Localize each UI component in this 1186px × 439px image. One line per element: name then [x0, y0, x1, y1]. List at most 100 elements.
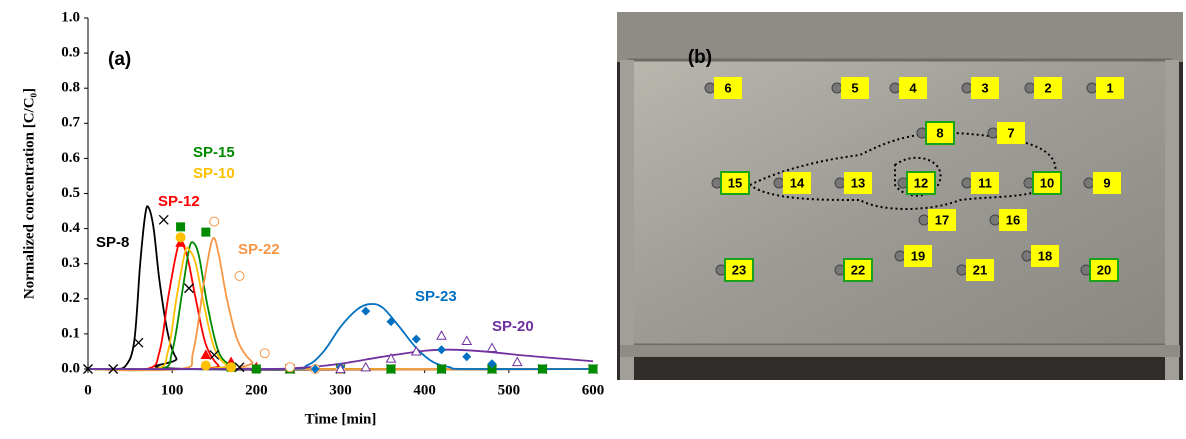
data-point [386, 317, 396, 327]
data-point [335, 363, 346, 374]
frame-leg [620, 60, 634, 380]
data-point [176, 222, 186, 232]
data-point [201, 227, 211, 237]
bolt [894, 250, 906, 262]
data-point [184, 283, 194, 294]
data-point [410, 345, 422, 356]
data-point [285, 362, 295, 373]
data-point [436, 330, 447, 340]
y-tick-label: 0.8 [61, 80, 80, 96]
data-point [386, 364, 396, 374]
port-label: 19 [911, 248, 925, 263]
data-point [360, 361, 372, 372]
bolt [918, 214, 930, 226]
data-point [259, 348, 270, 359]
bolt [773, 177, 785, 189]
data-point [486, 342, 498, 353]
port-box [844, 172, 872, 194]
port-label: 1 [1106, 80, 1113, 95]
data-point [175, 232, 186, 243]
model-curve [87, 237, 594, 372]
data-point [133, 337, 144, 348]
bolt [1083, 177, 1095, 189]
port-box [1093, 172, 1121, 194]
data-point [511, 356, 523, 367]
chart: 0.0 0.1 0.2 0.3 0.4 0.5 0.6 0.7 0.8 0.9 1.0 0 100 200… [21, 9, 604, 427]
port-label: 16 [1006, 212, 1020, 227]
port-box [925, 121, 955, 145]
bolt [834, 177, 846, 189]
port-box [1096, 77, 1124, 99]
x-tick-label: 300 [329, 382, 352, 398]
port-label: 10 [1040, 175, 1054, 190]
bolt [889, 82, 901, 94]
port-box [720, 171, 750, 195]
plume-outline [894, 156, 942, 197]
y-tick-label: 0.0 [61, 360, 80, 376]
frame-top [617, 12, 1183, 62]
data-point [385, 352, 397, 363]
port-box [966, 259, 994, 281]
y-tick-label: 0.4 [61, 220, 80, 236]
data-point [588, 364, 598, 374]
y-tick-label: 0.7 [61, 115, 80, 131]
port-box [841, 77, 869, 99]
port-box [1089, 258, 1119, 282]
data-point [108, 364, 119, 374]
port-label: 21 [973, 262, 987, 277]
series-label: SP-20 [492, 318, 534, 335]
bolt [831, 82, 843, 94]
bolt [1086, 82, 1098, 94]
port-label: 15 [728, 175, 742, 190]
data-point [437, 345, 446, 355]
data-point [200, 360, 211, 371]
port-label: 12 [914, 175, 928, 190]
port-label: 2 [1044, 80, 1051, 95]
x-axis-title: Time [min] [305, 411, 377, 427]
port-label: 11 [978, 175, 992, 190]
port-label: 14 [790, 175, 805, 190]
model-curve [87, 205, 594, 371]
series-label: SP-8 [96, 234, 129, 251]
series-label: SP-22 [238, 241, 280, 258]
data-point [234, 270, 245, 281]
y-tick-label: 0.3 [61, 255, 80, 271]
bolt [989, 214, 1001, 226]
data-point [226, 362, 237, 373]
port-label: 18 [1038, 248, 1052, 263]
x-tick-label: 200 [245, 382, 268, 398]
port-box [714, 77, 742, 99]
y-tick-label: 0.5 [61, 185, 80, 201]
data-point [83, 364, 93, 374]
series-label: SP-23 [415, 288, 457, 305]
bolt [987, 127, 999, 139]
x-tick-label: 600 [582, 382, 605, 398]
port-box [928, 209, 956, 231]
plate [628, 58, 1172, 347]
bolt [956, 264, 968, 276]
series-label: SP-12 [158, 193, 200, 210]
port-label: 17 [935, 212, 949, 227]
port-label: 5 [851, 80, 858, 95]
data-point [461, 335, 473, 346]
x-tick-label: 500 [498, 382, 521, 398]
panel-label: (b) [688, 47, 712, 68]
data-point [487, 364, 497, 374]
data-point [487, 359, 497, 369]
port-box [724, 258, 754, 282]
panel-label: (a) [108, 49, 131, 70]
port-box [1032, 171, 1062, 195]
port-label: 23 [732, 262, 746, 277]
port-label: 4 [909, 80, 917, 95]
x-tick-label: 100 [161, 382, 184, 398]
frame-leg [1165, 60, 1179, 380]
data-point [361, 306, 371, 316]
port-box [999, 209, 1027, 231]
port-label: 8 [936, 125, 943, 140]
port-box [997, 122, 1025, 144]
y-tick-label: 0.9 [61, 45, 80, 61]
data-point [437, 364, 446, 374]
data-point [209, 350, 220, 360]
